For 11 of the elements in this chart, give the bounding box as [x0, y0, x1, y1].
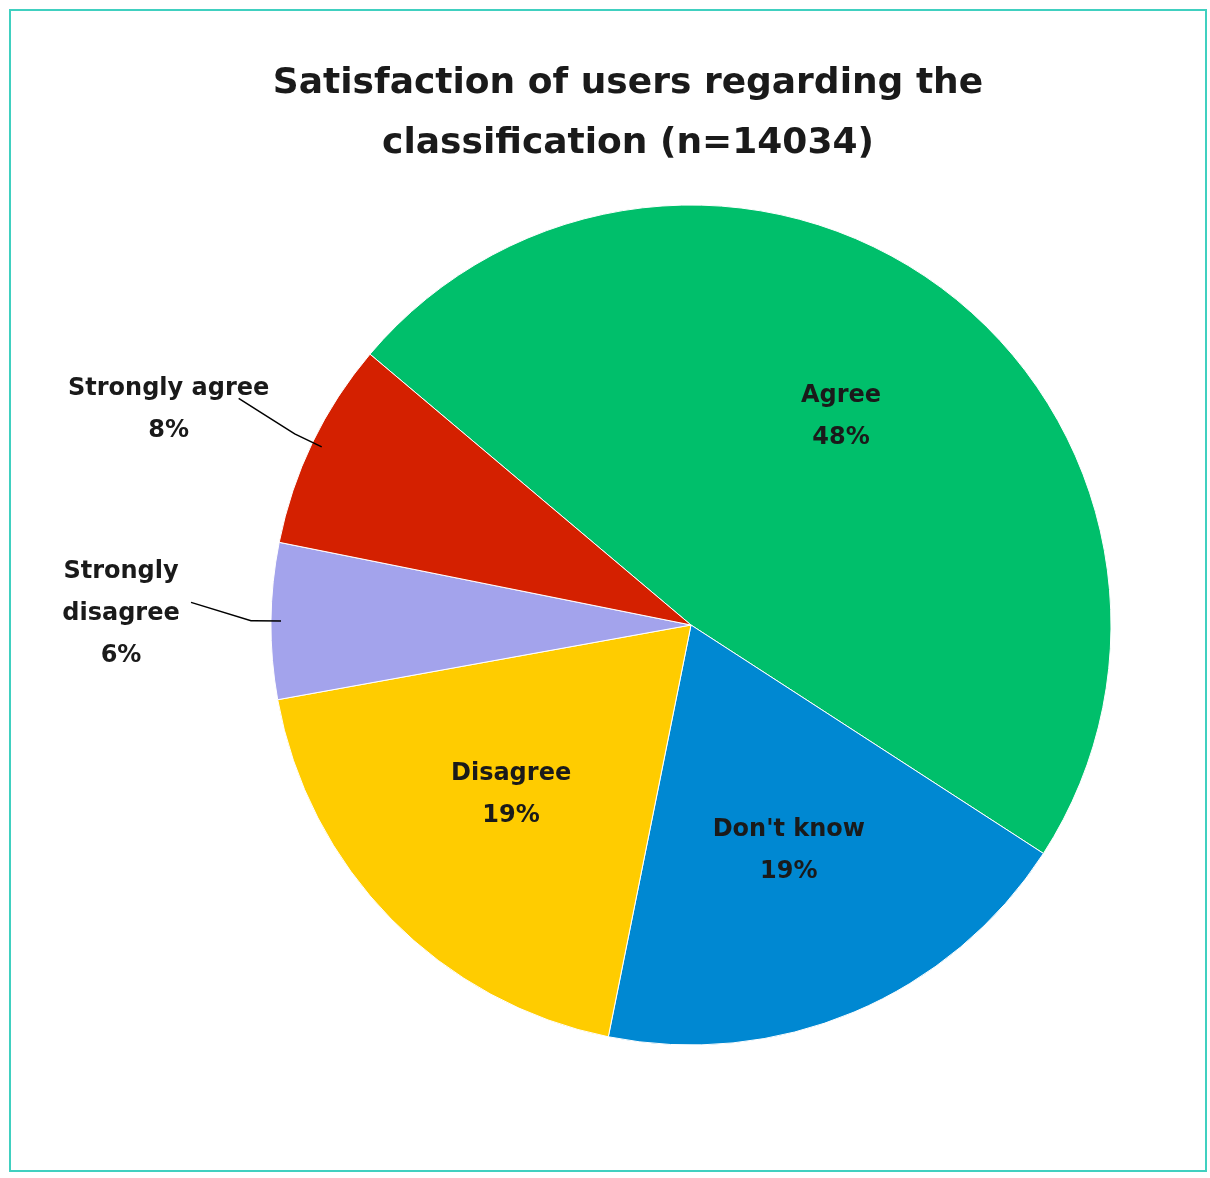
slice-label: Strongly agree	[68, 373, 270, 402]
chart-title: Satisfaction of users regarding the classification (n=14034)	[272, 60, 984, 161]
data-label: 8%	[148, 415, 190, 444]
slice-label: Disagree	[451, 758, 572, 787]
slice-label: Agree	[801, 379, 882, 408]
data-label: 19%	[482, 800, 540, 829]
data-label: 6%	[100, 640, 142, 669]
slice-label: Don't know	[712, 814, 866, 843]
data-label: 48%	[812, 421, 870, 450]
data-label: 19%	[760, 856, 818, 885]
slice-label: Strongly disagree	[62, 556, 180, 627]
